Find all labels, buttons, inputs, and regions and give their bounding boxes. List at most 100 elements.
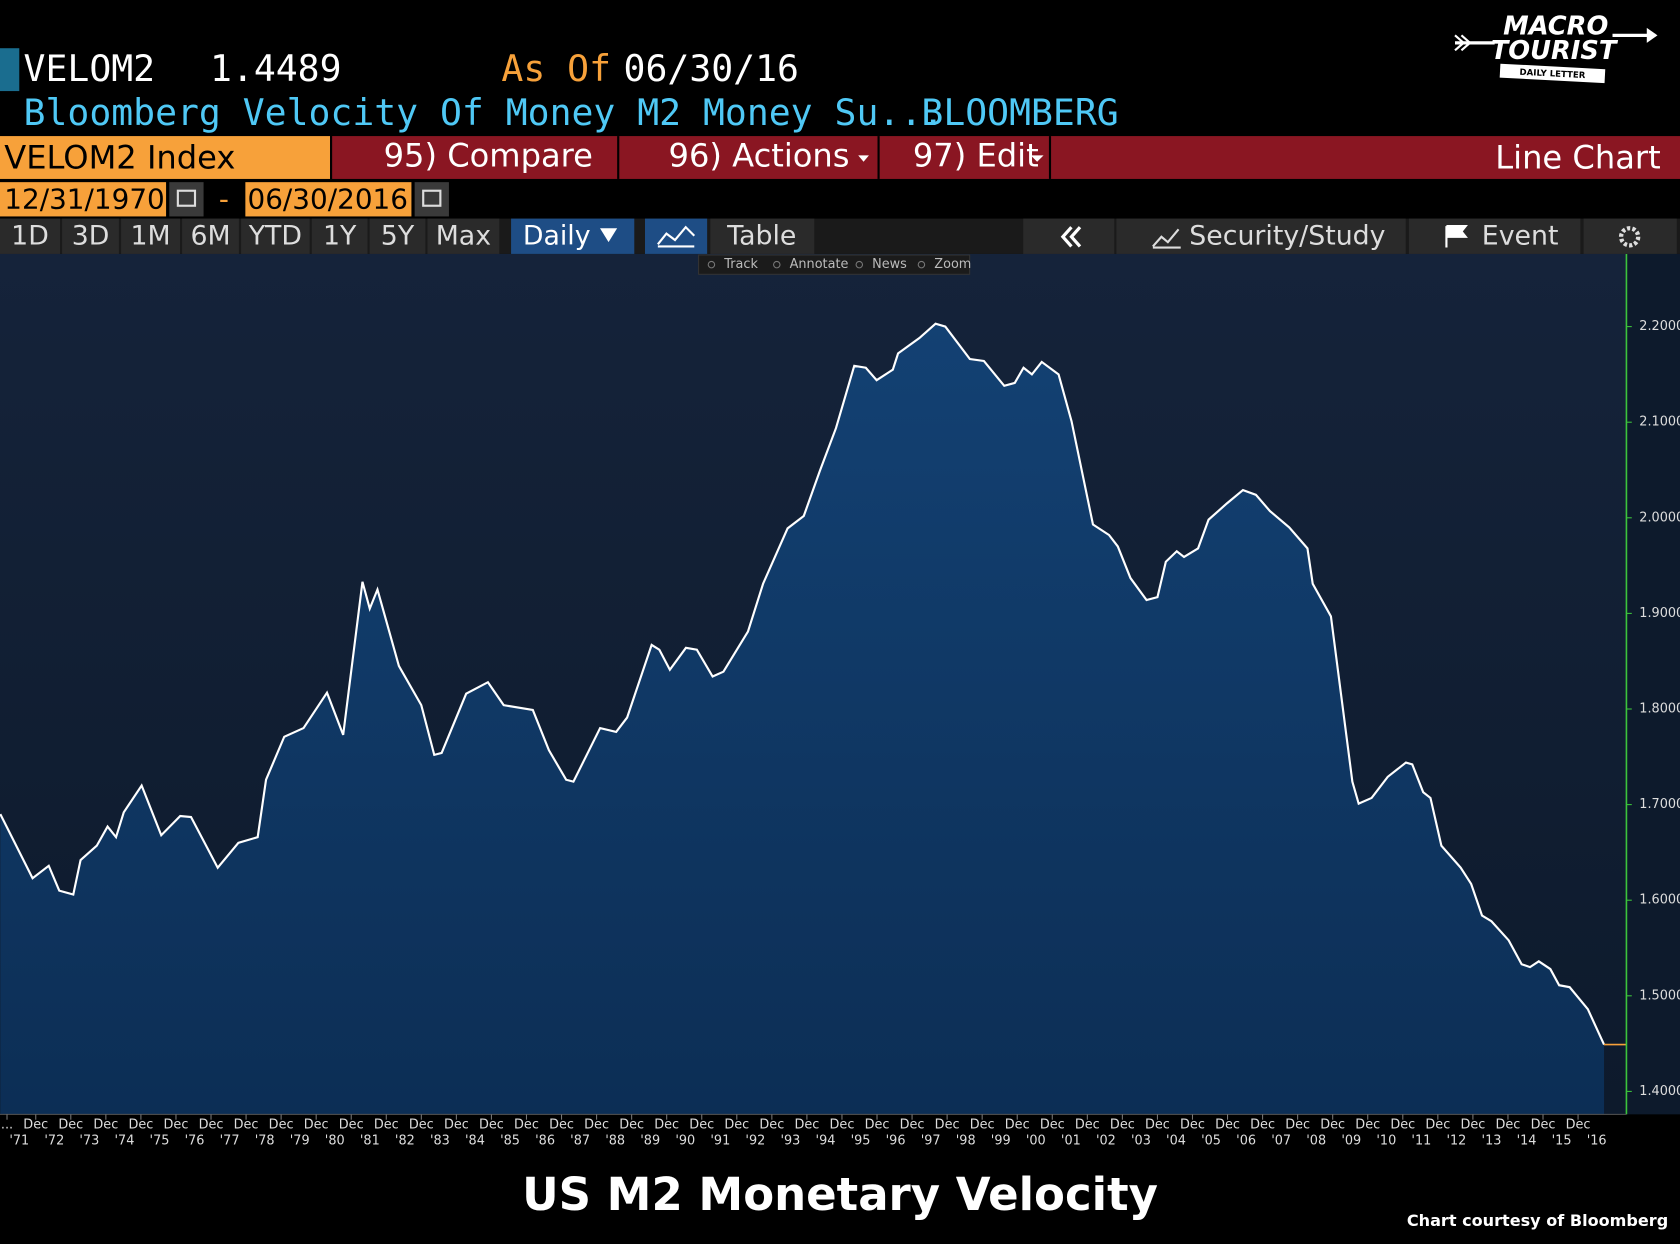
menu-button[interactable]: 97) Edit [913, 137, 1039, 175]
table-button[interactable] [710, 218, 815, 254]
period-label[interactable]: 3D [72, 220, 110, 251]
x-tick-label: Dec [1425, 1118, 1450, 1133]
x-tick-label: Dec [970, 1118, 995, 1133]
period-label[interactable]: 1M [130, 220, 170, 251]
x-tick-label: Dec [1496, 1118, 1521, 1133]
y-tick-label: 1.9000 [1639, 606, 1680, 621]
period-label[interactable]: YTD [248, 220, 302, 251]
dropdown-arrow [600, 228, 618, 243]
period-label[interactable]: 1Y [323, 220, 357, 251]
y-tick-label: 2.0000 [1639, 510, 1680, 525]
start-date[interactable]: 12/31/1970 [4, 182, 164, 215]
x-year-label: '71 [9, 1134, 29, 1149]
description: Bloomberg Velocity Of Money M2 Money Su.… [24, 91, 945, 134]
x-year-label: '78 [255, 1134, 275, 1149]
x-year-label: '00 [1026, 1134, 1046, 1149]
x-tick-label: Dec [619, 1118, 644, 1133]
x-tick-label: Dec [865, 1118, 890, 1133]
table-tab[interactable]: Table [726, 220, 796, 251]
x-year-label: '04 [1166, 1134, 1186, 1149]
calendar-button[interactable] [169, 182, 204, 217]
line [0, 322, 1606, 1046]
x-year-label: '79 [290, 1134, 310, 1149]
ticker: VELOM2 [24, 47, 156, 90]
menu-button[interactable]: 96) Actions [669, 137, 850, 175]
end-date-box[interactable] [245, 182, 412, 217]
period-button[interactable] [241, 218, 310, 254]
collapse-icon [1060, 226, 1082, 248]
x-tick-label: Dec [409, 1118, 434, 1133]
tool-label[interactable]: Annotate [790, 257, 849, 272]
x-tick-label: Dec [339, 1118, 364, 1133]
tool-icon [917, 260, 926, 269]
period-button[interactable] [62, 218, 119, 254]
x-year-label: '81 [360, 1134, 380, 1149]
security-study-tab[interactable]: Security/Study [1189, 220, 1385, 251]
period-button[interactable] [369, 218, 426, 254]
tool-label[interactable]: Track [723, 257, 758, 272]
chart-tools: Track Annotate News Zoom [698, 254, 971, 275]
x-year-label: '02 [1096, 1134, 1116, 1149]
x-tick-label: Dec [164, 1118, 189, 1133]
period-button[interactable] [0, 218, 60, 254]
x-year-label: '03 [1131, 1134, 1151, 1149]
period-label[interactable]: Max [436, 220, 491, 251]
x-tick-label: Dec [794, 1118, 819, 1133]
settings-button[interactable] [1583, 218, 1677, 254]
x-year-label: '94 [816, 1134, 836, 1149]
chart-view-button[interactable] [645, 218, 708, 254]
security[interactable]: VELOM2 Index [4, 139, 235, 177]
period-button[interactable] [121, 218, 180, 254]
x-tick-label: Dec [514, 1118, 539, 1133]
study-icon [1152, 228, 1181, 249]
x-tick-label: Dec [199, 1118, 224, 1133]
event-tab[interactable]: Event [1482, 220, 1559, 251]
period-button[interactable] [182, 218, 239, 254]
x-year-label: '91 [710, 1134, 730, 1149]
period-button[interactable] [427, 218, 500, 254]
x-year-label: '14 [1517, 1134, 1537, 1149]
x-tick-label: Dec [128, 1118, 153, 1133]
x-year-label: '92 [745, 1134, 765, 1149]
tool-label[interactable]: Zoom [934, 257, 971, 272]
x-year-label: '90 [675, 1134, 695, 1149]
tool-label[interactable]: News [872, 257, 907, 272]
x-year-label: '89 [640, 1134, 660, 1149]
calendar-icon [176, 189, 197, 207]
gear-icon [1618, 226, 1641, 248]
start-date-box[interactable] [0, 182, 167, 217]
x-tick-label: Dec [1005, 1118, 1030, 1133]
chart-credit: Chart courtesy of Bloomberg [1407, 1211, 1668, 1230]
logo: MACRO TOURIST DAILY LETTER [1454, 11, 1658, 84]
security-box[interactable] [0, 136, 330, 179]
y-tick-label: 1.7000 [1639, 797, 1680, 812]
period-label[interactable]: 1D [11, 220, 49, 251]
collapse-button[interactable] [1023, 218, 1115, 254]
x-year-label: '82 [395, 1134, 415, 1149]
frequency[interactable]: Daily [523, 220, 591, 251]
logo-line2: TOURIST [1491, 36, 1619, 66]
event-button[interactable] [1408, 218, 1581, 254]
x-year-label: '11 [1411, 1134, 1431, 1149]
period-label[interactable]: 6M [190, 220, 230, 251]
end-date[interactable]: 06/30/2016 [248, 182, 408, 215]
calendar-button[interactable] [414, 182, 449, 217]
y-tick-label: 1.8000 [1639, 702, 1680, 717]
period-button[interactable] [311, 218, 368, 254]
frequency-button[interactable] [511, 218, 635, 254]
x-year-label: '08 [1306, 1134, 1326, 1149]
x-year-label: '06 [1236, 1134, 1256, 1149]
x-tick-label: Dec [93, 1118, 118, 1133]
period-label[interactable]: 5Y [381, 220, 415, 251]
x-year-label: '95 [851, 1134, 871, 1149]
dropdown-arrow [858, 155, 869, 162]
menu-button[interactable]: 95) Compare [384, 137, 593, 175]
calendar-icon [422, 189, 442, 207]
x-tick-label: Dec [1460, 1118, 1485, 1133]
y-tick-label: 1.6000 [1639, 893, 1680, 908]
x-year-label: '85 [500, 1134, 520, 1149]
x-tick-label: Dec [374, 1118, 399, 1133]
x-year-label: '80 [325, 1134, 345, 1149]
x-year-label: '07 [1271, 1134, 1291, 1149]
